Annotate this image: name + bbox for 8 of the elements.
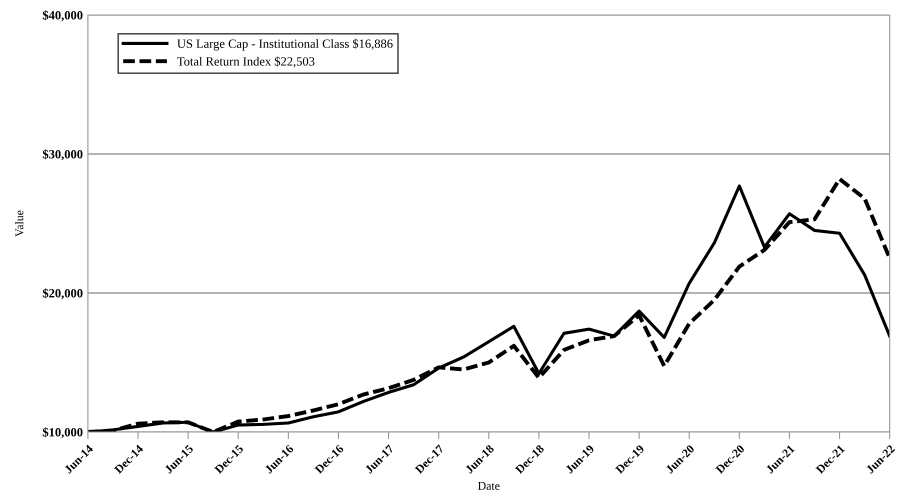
y-tick-label: $20,000 bbox=[42, 288, 83, 300]
x-axis-title: Date bbox=[478, 482, 500, 490]
y-tick-label: $10,000 bbox=[42, 427, 83, 438]
legend-label: US Large Cap - Institutional Class $16,886 bbox=[177, 38, 393, 51]
y-axis-title: Value bbox=[15, 210, 24, 237]
legend-label: Total Return Index $22,503 bbox=[177, 56, 314, 68]
y-tick-label: $40,000 bbox=[42, 10, 83, 22]
y-tick-label: $30,000 bbox=[42, 149, 83, 160]
